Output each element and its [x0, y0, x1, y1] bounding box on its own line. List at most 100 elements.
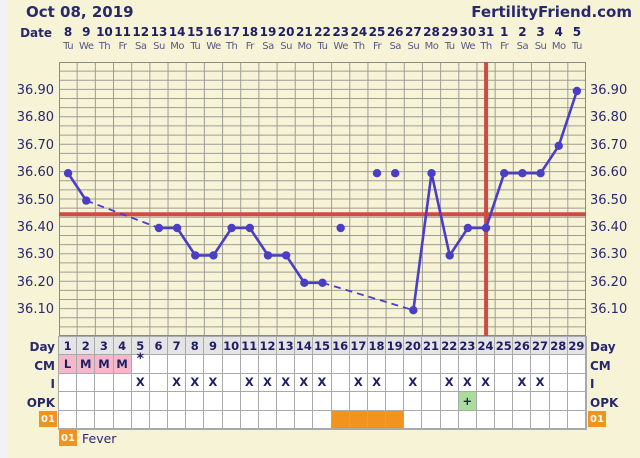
day-cell-12[interactable]: 12 [258, 337, 278, 356]
cm-cell-17[interactable] [349, 355, 368, 374]
intercourse-cell-27[interactable]: X [531, 373, 550, 393]
cm-cell-3[interactable]: M [95, 355, 114, 374]
day-cell-28[interactable]: 28 [549, 337, 568, 356]
temp-dot-day-11[interactable] [245, 223, 255, 233]
fever-cell-9[interactable] [204, 410, 223, 429]
day-cell-2[interactable]: 2 [77, 337, 96, 356]
cm-cell-11[interactable] [240, 355, 259, 374]
opk-cell-15[interactable] [313, 392, 332, 411]
intercourse-cell-18[interactable]: X [367, 373, 387, 393]
cm-cell-22[interactable] [440, 355, 459, 374]
intercourse-cell-3[interactable] [95, 373, 114, 393]
temp-dot-day-2[interactable] [82, 196, 91, 205]
fever-cell-20[interactable] [404, 410, 423, 429]
temp-dot-day-19[interactable] [390, 169, 400, 178]
opk-cell-28[interactable] [549, 392, 568, 411]
cm-cell-26[interactable] [513, 355, 532, 374]
intercourse-cell-19[interactable] [386, 373, 405, 393]
day-cell-26[interactable]: 26 [513, 337, 532, 356]
fever-cell-2[interactable] [77, 410, 96, 429]
cm-cell-19[interactable] [386, 355, 405, 374]
fever-cell-3[interactable] [95, 410, 114, 429]
fever-cell-11[interactable] [240, 410, 259, 429]
day-cell-4[interactable]: 4 [113, 337, 132, 356]
fertilityfriend-logo-link[interactable]: FertilityFriend.com [471, 3, 632, 21]
fever-cell-17[interactable] [349, 410, 368, 429]
temp-dot-day-22[interactable] [445, 251, 454, 260]
opk-cell-20[interactable] [404, 392, 423, 411]
fever-cell-22[interactable] [440, 410, 459, 429]
cm-cell-24[interactable] [476, 355, 496, 374]
temp-dot-day-21[interactable] [427, 169, 436, 178]
opk-cell-10[interactable] [222, 392, 241, 411]
cm-cell-1[interactable]: L [59, 355, 78, 374]
fever-cell-4[interactable] [113, 410, 132, 429]
fever-cell-28[interactable] [549, 410, 568, 429]
fever-cell-12[interactable] [258, 410, 278, 429]
opk-cell-14[interactable] [295, 392, 314, 411]
cm-cell-16[interactable] [331, 355, 350, 374]
temp-dot-day-7[interactable] [172, 223, 182, 233]
fever-cell-8[interactable] [186, 410, 205, 429]
temp-dot-day-6[interactable] [154, 223, 164, 233]
fever-cell-14[interactable] [295, 410, 314, 429]
temp-dot-day-9[interactable] [209, 251, 218, 260]
day-cell-16[interactable]: 16 [331, 337, 350, 356]
day-cell-17[interactable]: 17 [349, 337, 368, 356]
temp-dot-day-24[interactable] [481, 223, 491, 233]
opk-cell-27[interactable] [531, 392, 550, 411]
intercourse-cell-4[interactable] [113, 373, 132, 393]
intercourse-cell-20[interactable]: X [404, 373, 423, 393]
cm-cell-9[interactable] [204, 355, 223, 374]
temp-dot-day-15[interactable] [318, 278, 327, 287]
opk-cell-1[interactable] [59, 392, 78, 411]
fever-cell-7[interactable] [168, 410, 187, 429]
opk-cell-26[interactable] [513, 392, 532, 411]
temp-dot-day-12[interactable] [263, 251, 273, 260]
intercourse-cell-28[interactable] [549, 373, 568, 393]
fever-cell-5[interactable] [131, 410, 150, 429]
cm-cell-13[interactable] [277, 355, 296, 374]
opk-cell-5[interactable] [131, 392, 150, 411]
day-cell-15[interactable]: 15 [313, 337, 332, 356]
cm-cell-21[interactable] [422, 355, 441, 374]
fever-cell-13[interactable] [277, 410, 296, 429]
cm-cell-20[interactable] [404, 355, 423, 374]
intercourse-cell-16[interactable] [331, 373, 350, 393]
opk-cell-8[interactable] [186, 392, 205, 411]
intercourse-cell-25[interactable] [495, 373, 514, 393]
cm-cell-15[interactable] [313, 355, 332, 374]
opk-cell-25[interactable] [495, 392, 514, 411]
temp-dot-day-10[interactable] [227, 223, 236, 233]
cm-cell-14[interactable] [295, 355, 314, 374]
opk-cell-21[interactable] [422, 392, 441, 411]
day-cell-19[interactable]: 19 [386, 337, 405, 356]
day-cell-22[interactable]: 22 [440, 337, 459, 356]
intercourse-cell-14[interactable]: X [295, 373, 314, 393]
intercourse-cell-15[interactable]: X [313, 373, 332, 393]
cm-cell-5[interactable]: * [131, 352, 150, 374]
intercourse-cell-26[interactable]: X [513, 373, 532, 393]
day-cell-5[interactable]: 5 [131, 337, 150, 356]
intercourse-cell-5[interactable]: X [131, 373, 150, 393]
temp-dot-day-14[interactable] [300, 278, 309, 287]
fever-cell-19[interactable] [386, 410, 405, 429]
intercourse-cell-24[interactable]: X [476, 373, 496, 393]
day-cell-24[interactable]: 24 [476, 337, 496, 356]
intercourse-cell-13[interactable]: X [277, 373, 296, 393]
intercourse-cell-29[interactable] [567, 373, 586, 393]
fever-cell-15[interactable] [313, 410, 332, 429]
cm-cell-4[interactable]: M [113, 355, 132, 374]
fever-cell-18[interactable] [367, 410, 387, 429]
cm-cell-2[interactable]: M [77, 355, 96, 374]
opk-cell-24[interactable] [476, 392, 496, 411]
cm-cell-10[interactable] [222, 355, 241, 374]
opk-cell-13[interactable] [277, 392, 296, 411]
temp-dot-day-16[interactable] [336, 223, 345, 233]
fever-cell-1[interactable] [59, 410, 78, 429]
fever-cell-23[interactable] [458, 410, 477, 429]
intercourse-cell-8[interactable]: X [186, 373, 205, 393]
intercourse-cell-6[interactable] [149, 373, 169, 393]
fever-cell-29[interactable] [567, 410, 586, 429]
opk-cell-9[interactable] [204, 392, 223, 411]
